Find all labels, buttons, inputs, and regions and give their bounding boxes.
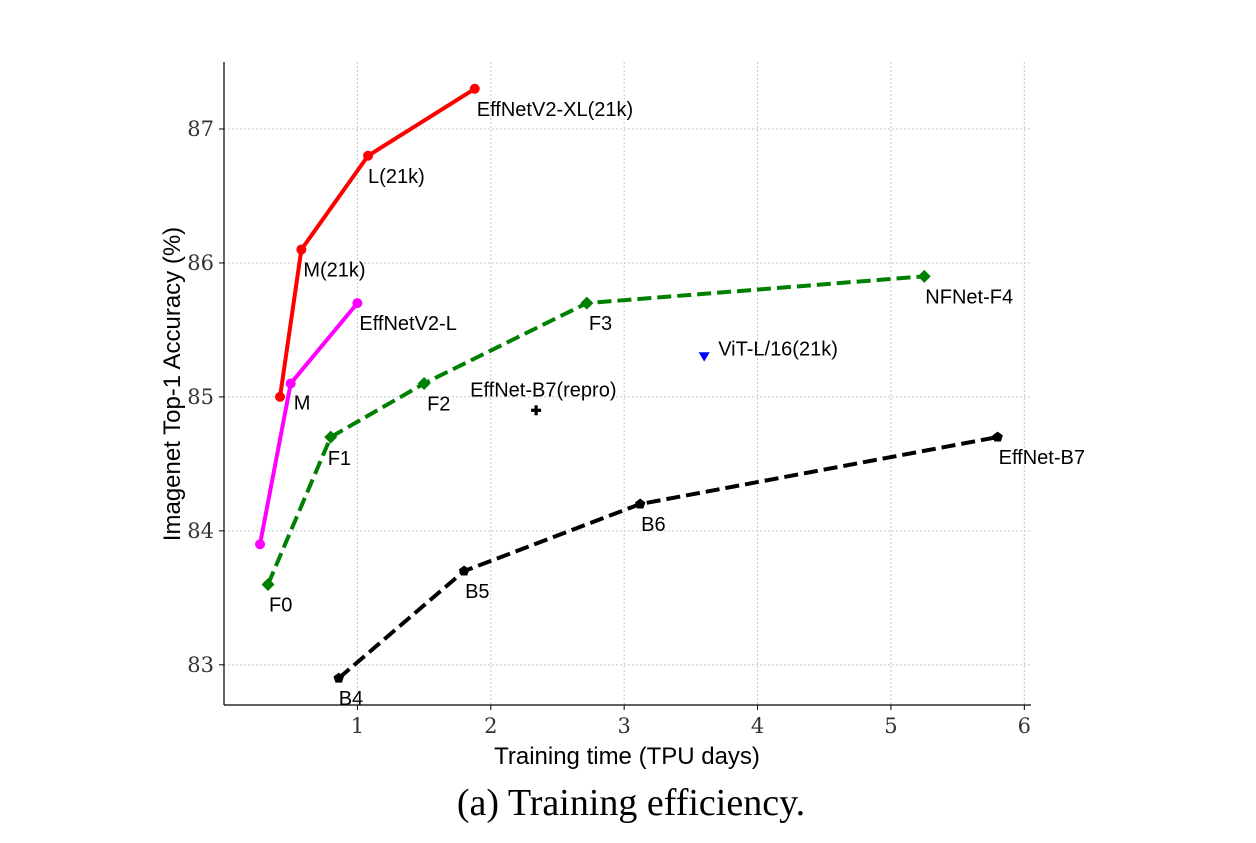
point-effnet_b7_repro: [531, 405, 542, 416]
point-label-vit: ViT-L/16(21k): [718, 339, 838, 361]
figure-caption: (a) Training efficiency.: [457, 782, 805, 824]
point-effnetv2_21k-3: [469, 83, 480, 94]
y-tick-label-2: 85: [187, 385, 214, 409]
point-effnetv2-2: [352, 298, 363, 309]
tick-labels: 1 2 3 4 5 6 83 84 85 86 87: [187, 117, 1031, 738]
point-effnet_b7_repro-v: [534, 405, 538, 416]
series-line-effnetv2: [258, 301, 359, 545]
x-tick-label-4: 5: [884, 714, 897, 738]
point-label-effnet-3: EffNet-B7: [999, 447, 1085, 469]
y-tick-label-4: 87: [187, 117, 214, 141]
point-label-effnetv2-2: EffNetV2-L: [359, 313, 456, 335]
point-effnet-0: [333, 672, 344, 683]
point-label-effnet_b7_repro: EffNet-B7(repro): [470, 379, 616, 401]
point-label-nfnet-0: F0: [269, 594, 292, 616]
point-label-effnetv2-1: M: [294, 393, 311, 415]
y-tick-label-0: 83: [187, 653, 214, 677]
axes: [223, 62, 1031, 706]
point-label-nfnet-3: F3: [589, 313, 612, 335]
x-tick-label-2: 3: [617, 714, 630, 738]
point-nfnet-0: [261, 577, 275, 591]
x-axis-label: Training time (TPU days): [494, 743, 760, 770]
point-vit: [698, 352, 710, 362]
point-nfnet-4: [917, 269, 931, 283]
x-tick-label-1: 2: [484, 714, 497, 738]
point-label-effnet-2: B6: [641, 514, 665, 536]
point-label-effnetv2_21k-3: EffNetV2-XL(21k): [477, 99, 633, 121]
point-effnet-3: [992, 431, 1003, 442]
point-nfnet-3: [580, 296, 594, 310]
series-line-effnet: [337, 435, 999, 680]
x-tick-label-3: 4: [751, 714, 764, 738]
x-tick-label-5: 6: [1018, 714, 1031, 738]
point-label-nfnet-4: NFNet-F4: [925, 286, 1013, 308]
point-effnet-1: [458, 565, 470, 576]
y-tick-label-3: 86: [187, 251, 214, 275]
x-tick-label-0: 1: [351, 714, 364, 738]
series: [255, 83, 1003, 683]
point-effnetv2_21k-0: [275, 391, 286, 402]
point-effnetv2-0: [255, 539, 266, 550]
point-effnetv2-1: [285, 378, 296, 389]
point-label-effnetv2_21k-2: L(21k): [368, 166, 425, 188]
point-label-nfnet-2: F2: [427, 394, 450, 416]
point-effnetv2_21k-2: [363, 150, 374, 161]
point-label-effnetv2_21k-1: M(21k): [303, 260, 365, 282]
series-line-effnetv2_21k: [278, 87, 476, 398]
point-label-effnet-0: B4: [339, 688, 363, 710]
point-nfnet-1: [324, 430, 338, 444]
y-axis-label: Imagenet Top-1 Accuracy (%): [159, 227, 186, 541]
point-effnetv2_21k-1: [296, 244, 307, 255]
point-labels: M(21k) L(21k) EffNetV2-XL(21k) M EffNetV2-L F…: [269, 99, 1085, 710]
point-effnet-2: [634, 498, 646, 509]
grid: [224, 62, 1031, 705]
point-nfnet-2: [417, 377, 431, 390]
point-label-effnet-1: B5: [465, 581, 489, 603]
point-label-nfnet-1: F1: [328, 448, 351, 470]
y-tick-label-1: 84: [187, 519, 214, 543]
